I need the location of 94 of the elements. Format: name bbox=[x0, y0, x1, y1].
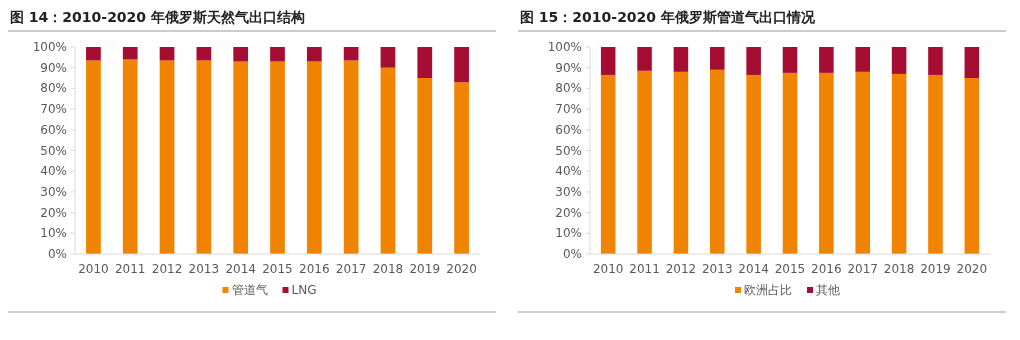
bar bbox=[710, 47, 725, 70]
y-tick-label: 0% bbox=[47, 247, 67, 261]
bar bbox=[417, 47, 433, 79]
bar bbox=[855, 71, 870, 254]
x-tick-label: 2017 bbox=[335, 262, 367, 276]
bar bbox=[746, 74, 761, 254]
x-tick-label: 2019 bbox=[409, 262, 441, 276]
x-tick-label: 2016 bbox=[811, 262, 842, 276]
y-tick-label: 50% bbox=[40, 143, 67, 158]
y-tick-label: 70% bbox=[555, 102, 582, 117]
bar bbox=[196, 60, 212, 254]
bar bbox=[855, 47, 870, 72]
x-tick-label: 2018 bbox=[883, 262, 915, 276]
x-tick-label: 2012 bbox=[665, 262, 697, 276]
y-tick-label: 90% bbox=[555, 60, 582, 75]
bar bbox=[928, 47, 943, 75]
y-tick-label: 30% bbox=[555, 184, 582, 199]
bar bbox=[343, 47, 359, 61]
bar bbox=[819, 47, 834, 73]
y-tick-label: 40% bbox=[555, 164, 582, 179]
bar bbox=[891, 73, 907, 254]
bar bbox=[928, 74, 943, 254]
bar bbox=[600, 47, 616, 75]
y-tick-label: 100% bbox=[547, 40, 582, 54]
x-tick-label: 2016 bbox=[299, 262, 330, 276]
bar bbox=[746, 47, 761, 75]
x-tick-label: 2010 bbox=[592, 262, 624, 276]
x-tick-label: 2013 bbox=[188, 262, 220, 276]
bar bbox=[964, 47, 980, 79]
bar bbox=[782, 47, 798, 73]
bar bbox=[637, 47, 652, 71]
bar bbox=[270, 47, 285, 62]
y-tick-label: 10% bbox=[555, 226, 582, 241]
chart-title: 图 15：2010-2020 年俄罗斯管道气出口情况 bbox=[520, 9, 816, 25]
bar bbox=[637, 70, 652, 254]
bar bbox=[673, 71, 689, 254]
legend-label: 欧洲占比 bbox=[744, 283, 792, 297]
bar bbox=[159, 60, 175, 254]
x-tick-label: 2017 bbox=[847, 262, 878, 276]
bar bbox=[819, 72, 834, 254]
bar bbox=[233, 47, 249, 62]
y-tick-label: 20% bbox=[555, 205, 582, 220]
x-tick-label: 2015 bbox=[262, 262, 293, 276]
legend-label: 管道气 bbox=[231, 283, 268, 297]
bar bbox=[122, 47, 138, 60]
x-tick-label: 2014 bbox=[225, 262, 256, 276]
x-tick-label: 2011 bbox=[629, 262, 660, 276]
y-tick-label: 60% bbox=[555, 122, 582, 137]
x-tick-label: 2014 bbox=[738, 262, 769, 276]
y-tick-label: 60% bbox=[40, 122, 67, 137]
y-tick-label: 70% bbox=[40, 102, 67, 117]
bar bbox=[122, 59, 138, 254]
y-tick-label: 20% bbox=[40, 205, 67, 220]
bar bbox=[673, 47, 689, 72]
x-tick-label: 2018 bbox=[372, 262, 404, 276]
bar bbox=[86, 47, 101, 61]
bar bbox=[196, 47, 212, 61]
bar bbox=[306, 47, 322, 62]
bar bbox=[343, 60, 359, 254]
bar bbox=[782, 72, 798, 254]
y-tick-label: 50% bbox=[555, 143, 582, 158]
x-tick-label: 2019 bbox=[920, 262, 951, 276]
x-tick-label: 2020 bbox=[446, 262, 477, 276]
bar bbox=[964, 78, 980, 254]
y-tick-label: 90% bbox=[40, 60, 67, 75]
bar bbox=[159, 47, 175, 61]
y-tick-label: 100% bbox=[32, 40, 67, 54]
x-tick-label: 2012 bbox=[151, 262, 183, 276]
x-tick-label: 2010 bbox=[78, 262, 109, 276]
x-tick-label: 2020 bbox=[956, 262, 988, 276]
bar bbox=[86, 60, 101, 254]
x-tick-label: 2011 bbox=[114, 262, 146, 276]
bar bbox=[891, 47, 907, 74]
bar bbox=[454, 47, 469, 83]
y-tick-label: 80% bbox=[40, 81, 67, 96]
legend-label: LNG bbox=[291, 283, 317, 297]
x-tick-label: 2015 bbox=[774, 262, 806, 276]
legend-label: 其他 bbox=[816, 283, 840, 297]
bar bbox=[600, 74, 616, 254]
y-tick-label: 80% bbox=[555, 81, 582, 96]
bar bbox=[454, 82, 469, 254]
chart-title: 图 14：2010-2020 年俄罗斯天然气出口结构 bbox=[10, 9, 305, 25]
bar bbox=[380, 47, 396, 68]
y-tick-label: 40% bbox=[40, 164, 67, 179]
x-tick-label: 2013 bbox=[702, 262, 733, 276]
bar bbox=[233, 61, 249, 254]
bar bbox=[380, 67, 396, 254]
y-tick-label: 0% bbox=[562, 247, 582, 261]
bar bbox=[270, 61, 285, 254]
y-tick-label: 10% bbox=[40, 226, 67, 241]
bar bbox=[306, 61, 322, 254]
bar bbox=[417, 78, 433, 254]
bar bbox=[710, 69, 725, 254]
y-tick-label: 30% bbox=[40, 184, 67, 199]
